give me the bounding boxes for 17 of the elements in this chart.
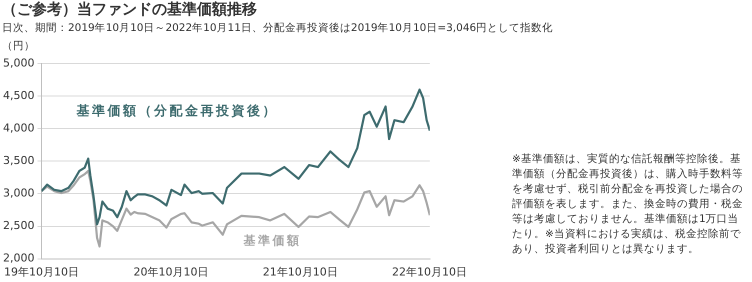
x-tick-label: 22年10月10日 — [392, 265, 467, 278]
chart-title: （ご参考）当ファンドの基準価額推移 — [2, 0, 257, 19]
y-tick-label: 2,000 — [2, 252, 34, 265]
x-tick-label: 19年10月10日 — [4, 265, 79, 278]
text: ※基準価額は、実質的な信託報酬等控除後。基準価額（分配金再投資後）は、購入時手数料等を考慮せず、税引前分配金を再投資した場合の評価額を表します。また、換金時の費用・税金等は考慮しておりません。基準価額は1万口当たり。※当資料における実績は、税金控除前であり、投資者利回りとは異なります。 — [512, 152, 744, 257]
series-label: 基準価額 — [242, 233, 299, 248]
y-tick-label: 3,500 — [2, 154, 34, 168]
y-tick-label: 5,000 — [2, 56, 34, 70]
y-axis-title: （円） — [2, 39, 35, 53]
x-tick-label: 20年10月10日 — [134, 265, 209, 278]
y-tick-label: 4,000 — [2, 122, 34, 135]
chart-subtitle: 日次、期間：2019年10月10日～2022年10月11日、分配金再投資後は2019年10月10日=3,046円として指数化 — [2, 21, 554, 35]
text: 基準価額（分配金再投資後） — [76, 104, 276, 119]
x-tick-label: 21年10月10日 — [262, 265, 338, 278]
y-tick-label: 2,500 — [2, 219, 34, 232]
y-tick-label: 4,500 — [2, 88, 34, 102]
y-tick-label: 3,000 — [2, 186, 34, 200]
